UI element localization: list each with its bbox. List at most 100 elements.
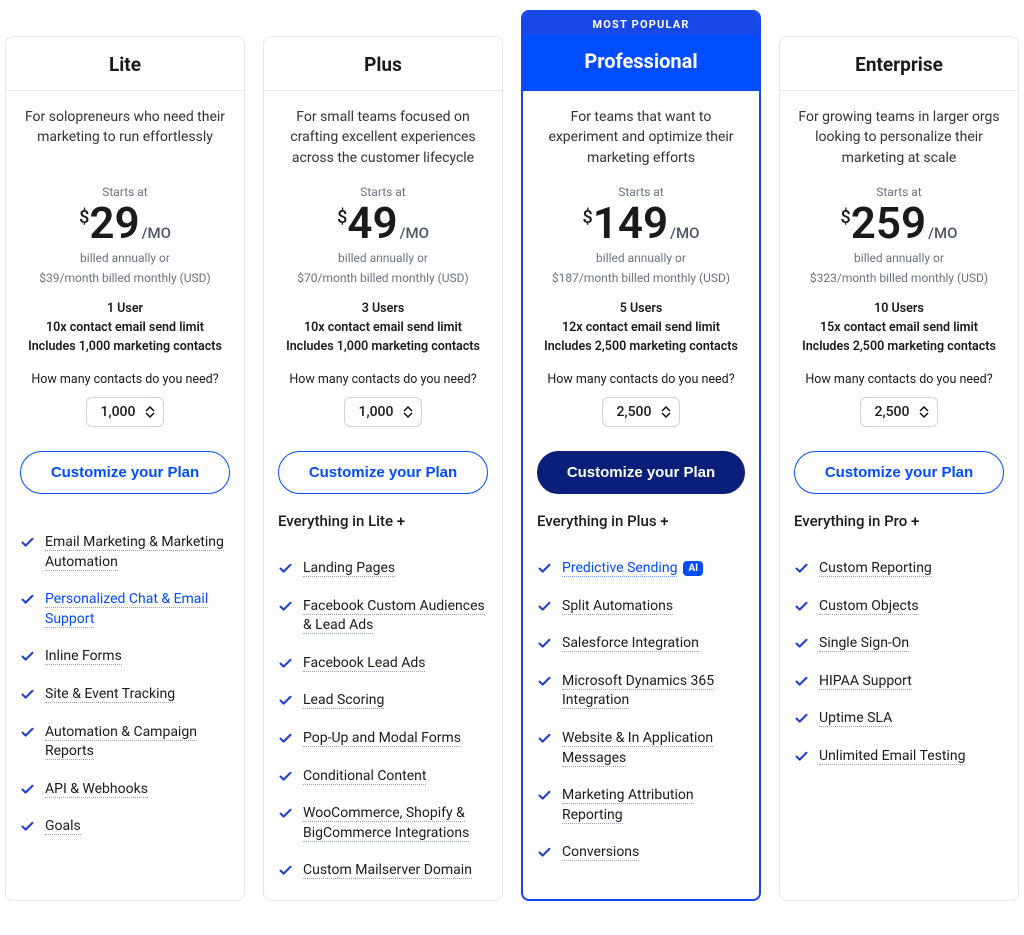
feature-label: Site & Event Tracking	[45, 686, 175, 703]
plan-name: Professional	[531, 49, 751, 73]
plan-desc: For growing teams in larger orgs looking…	[794, 107, 1004, 171]
popular-badge: MOST POPULAR	[523, 12, 759, 35]
feature-label: Custom Mailserver Domain	[303, 862, 472, 879]
stepper-arrows-icon[interactable]	[661, 405, 671, 419]
feature-item: Custom Objects	[794, 588, 1004, 626]
check-icon	[278, 731, 293, 746]
detail-users: 3 Users	[278, 301, 488, 316]
feature-label: WooCommerce, Shopify & BigCommerce Integ…	[303, 805, 469, 842]
detail-block: 3 Users10x contact email send limitInclu…	[278, 301, 488, 354]
billed-note-2: $323/month billed monthly (USD)	[794, 271, 1004, 285]
plan-desc: For teams that want to experiment and op…	[537, 107, 745, 171]
plan-name: Plus	[272, 53, 494, 76]
price-period: /MO	[928, 224, 957, 242]
plan-desc: For small teams focused on crafting exce…	[278, 107, 488, 171]
feature-item: Goals	[20, 808, 230, 846]
customize-plan-button[interactable]: Customize your Plan	[537, 451, 745, 494]
feature-item: Email Marketing & Marketing Automation	[20, 524, 230, 581]
features-list: Predictive Sending AI Split AutomationsSal…	[537, 550, 745, 872]
detail-users: 10 Users	[794, 301, 1004, 316]
billed-note-2: $187/month billed monthly (USD)	[537, 271, 745, 285]
feature-label: Pop-Up and Modal Forms	[303, 730, 461, 747]
check-icon	[537, 561, 552, 576]
check-icon	[20, 782, 35, 797]
price-amount: 259	[851, 201, 926, 245]
feature-item: HIPAA Support	[794, 663, 1004, 701]
feature-label: API & Webhooks	[45, 781, 148, 798]
billed-note-1: billed annually or	[537, 251, 745, 265]
detail-users: 5 Users	[537, 301, 745, 316]
feature-label: Uptime SLA	[819, 710, 892, 727]
contacts-question: How many contacts do you need?	[20, 372, 230, 387]
ai-badge: AI	[683, 561, 703, 576]
feature-label: Marketing Attribution Reporting	[562, 787, 694, 824]
check-icon	[20, 725, 35, 740]
check-icon	[794, 674, 809, 689]
price-period: /MO	[400, 224, 429, 242]
feature-item: Website & In Application Messages	[537, 720, 745, 777]
feature-item: Uptime SLA	[794, 700, 1004, 738]
plan-card-lite: Lite For solopreneurs who need their mark…	[5, 36, 245, 901]
check-icon	[794, 636, 809, 651]
feature-label: Website & In Application Messages	[562, 730, 713, 767]
feature-label: Goals	[45, 818, 81, 835]
contacts-stepper[interactable]: 2,500	[602, 397, 681, 427]
detail-block: 1 User10x contact email send limitInclud…	[20, 301, 230, 354]
billed-note-1: billed annually or	[794, 251, 1004, 265]
price-period: /MO	[670, 224, 699, 242]
price-row: $259/MO	[794, 201, 1004, 245]
stepper-arrows-icon[interactable]	[145, 405, 155, 419]
check-icon	[278, 656, 293, 671]
feature-label: Inline Forms	[45, 648, 122, 665]
plan-body: For teams that want to experiment and op…	[523, 91, 759, 882]
feature-label: Single Sign-On	[819, 635, 909, 652]
detail-contacts: Includes 1,000 marketing contacts	[278, 339, 488, 354]
price-period: /MO	[142, 224, 171, 242]
features-list: Custom ReportingCustom ObjectsSingle Sig…	[794, 550, 1004, 776]
price-currency: $	[79, 207, 89, 228]
feature-item: Salesforce Integration	[537, 625, 745, 663]
feature-label: Lead Scoring	[303, 692, 384, 709]
plan-card-professional: MOST POPULAR Professional For teams that w…	[521, 10, 761, 901]
stepper-value: 1,000	[359, 404, 394, 420]
feature-item: Split Automations	[537, 588, 745, 626]
contacts-stepper[interactable]: 1,000	[344, 397, 423, 427]
feature-label: Facebook Lead Ads	[303, 655, 425, 672]
feature-item: Inline Forms	[20, 638, 230, 676]
check-icon	[794, 711, 809, 726]
price-row: $49/MO	[278, 201, 488, 245]
contacts-question: How many contacts do you need?	[537, 372, 745, 387]
plan-header: Professional	[523, 35, 759, 91]
check-icon	[537, 636, 552, 651]
stepper-arrows-icon[interactable]	[919, 405, 929, 419]
feature-item: Marketing Attribution Reporting	[537, 777, 745, 834]
customize-plan-button[interactable]: Customize your Plan	[794, 451, 1004, 494]
check-icon	[537, 731, 552, 746]
plan-header: Lite	[6, 37, 244, 91]
price-row: $29/MO	[20, 201, 230, 245]
feature-label[interactable]: Personalized Chat & Email Support	[45, 591, 208, 628]
detail-contacts: Includes 1,000 marketing contacts	[20, 339, 230, 354]
contacts-stepper[interactable]: 1,000	[86, 397, 165, 427]
detail-contacts: Includes 2,500 marketing contacts	[794, 339, 1004, 354]
feature-label: Unlimited Email Testing	[819, 748, 965, 765]
customize-plan-button[interactable]: Customize your Plan	[20, 451, 230, 494]
contacts-stepper[interactable]: 2,500	[860, 397, 939, 427]
price-currency: $	[583, 207, 593, 228]
check-icon	[20, 592, 35, 607]
feature-label[interactable]: Predictive Sending	[562, 560, 677, 577]
feature-item: Lead Scoring	[278, 682, 488, 720]
detail-block: 10 Users15x contact email send limitIncl…	[794, 301, 1004, 354]
plan-header: Enterprise	[780, 37, 1018, 91]
feature-item: API & Webhooks	[20, 771, 230, 809]
customize-plan-button[interactable]: Customize your Plan	[278, 451, 488, 494]
check-icon	[794, 561, 809, 576]
feature-item: Custom Mailserver Domain	[278, 852, 488, 890]
detail-send: 12x contact email send limit	[537, 320, 745, 335]
plan-card-plus: Plus For small teams focused on crafting …	[263, 36, 503, 901]
detail-send: 10x contact email send limit	[20, 320, 230, 335]
check-icon	[537, 674, 552, 689]
feature-item: Predictive Sending AI	[537, 550, 745, 588]
plan-desc: For solopreneurs who need their marketin…	[20, 107, 230, 171]
stepper-arrows-icon[interactable]	[403, 405, 413, 419]
